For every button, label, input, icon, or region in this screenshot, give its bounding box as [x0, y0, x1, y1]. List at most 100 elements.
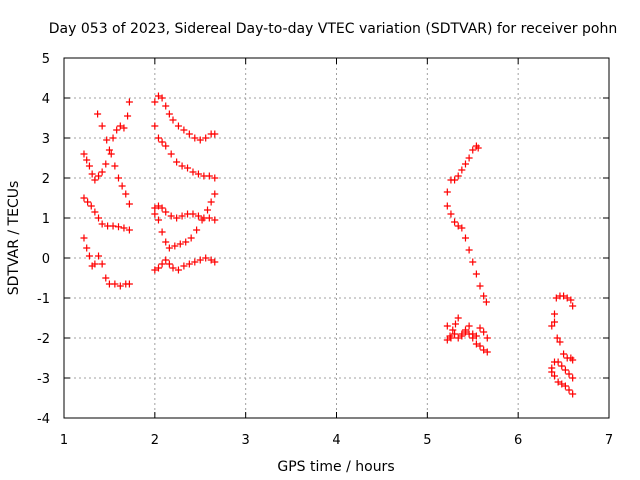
y-tick-label: 3: [42, 132, 50, 147]
data-point-marker: [122, 191, 129, 198]
data-point-marker: [477, 283, 484, 290]
data-point-marker: [444, 323, 451, 330]
data-point-marker: [124, 113, 131, 120]
data-point-marker: [110, 223, 117, 230]
data-point-marker: [173, 159, 180, 166]
data-point-marker: [151, 99, 158, 106]
data-point-marker: [151, 123, 158, 130]
data-point-marker: [162, 103, 169, 110]
series-14: [548, 293, 576, 330]
data-point-marker: [162, 209, 169, 216]
data-point-marker: [569, 303, 576, 310]
data-point-marker: [466, 247, 473, 254]
data-point-marker: [155, 135, 162, 142]
grid-lines: [64, 58, 609, 418]
data-point-marker: [458, 167, 465, 174]
series-5: [151, 93, 218, 144]
data-point-marker: [102, 161, 109, 168]
y-tick-label: 2: [42, 172, 50, 187]
data-point-marker: [166, 261, 173, 268]
data-point-marker: [562, 367, 569, 374]
data-point-marker: [115, 175, 122, 182]
data-point-marker: [204, 207, 211, 214]
data-point-marker: [466, 323, 473, 330]
data-point-marker: [466, 155, 473, 162]
data-point-marker: [569, 375, 576, 382]
data-point-marker: [480, 293, 487, 300]
data-point-marker: [89, 171, 96, 178]
data-point-marker: [462, 161, 469, 168]
data-point-marker: [451, 219, 458, 226]
y-tick-label: -3: [37, 372, 50, 387]
data-point-marker: [451, 177, 458, 184]
data-point-marker: [186, 131, 193, 138]
data-point-marker: [566, 387, 573, 394]
data-point-marker: [566, 371, 573, 378]
data-point-marker: [469, 259, 476, 266]
data-point-marker: [208, 199, 215, 206]
data-point-marker: [159, 139, 166, 146]
x-tick-label: 5: [423, 433, 431, 448]
data-point-marker: [80, 195, 87, 202]
data-point-marker: [159, 229, 166, 236]
data-point-marker: [106, 147, 113, 154]
data-point-marker: [86, 253, 93, 260]
data-point-marker: [558, 363, 565, 370]
y-tick-label: 0: [42, 252, 50, 267]
data-point-marker: [91, 209, 98, 216]
data-point-marker: [444, 203, 451, 210]
x-axis-label: GPS time / hours: [277, 459, 394, 475]
y-tick-label: -2: [37, 332, 50, 347]
series-4: [80, 235, 132, 290]
data-point-marker: [180, 127, 187, 134]
series-6: [151, 123, 218, 182]
data-point-marker: [159, 261, 166, 268]
data-point-marker: [168, 151, 175, 158]
data-point-marker: [551, 311, 558, 318]
data-point-marker: [449, 327, 456, 334]
x-tick-label: 6: [514, 433, 522, 448]
x-tick-label: 1: [60, 433, 68, 448]
data-point-marker: [113, 127, 120, 134]
data-point-marker: [126, 281, 133, 288]
series-17: [548, 369, 576, 398]
data-point-marker: [211, 191, 218, 198]
data-point-marker: [480, 329, 487, 336]
y-tick-label: -1: [37, 292, 50, 307]
y-tick-label: 5: [42, 52, 50, 67]
data-point-marker: [99, 123, 106, 130]
data-point-marker: [95, 215, 102, 222]
series-16: [548, 359, 576, 382]
data-point-marker: [473, 271, 480, 278]
x-tick-label: 3: [242, 433, 250, 448]
data-point-marker: [555, 359, 562, 366]
data-point-marker: [211, 131, 218, 138]
data-point-marker: [477, 325, 484, 332]
data-point-marker: [455, 315, 462, 322]
x-tick-label: 4: [332, 433, 340, 448]
data-point-marker: [444, 189, 451, 196]
series-9: [151, 255, 218, 274]
data-point-marker: [80, 235, 87, 242]
data-point-marker: [560, 351, 567, 358]
series-15: [551, 319, 576, 364]
data-point-marker: [108, 151, 115, 158]
data-point-marker: [126, 99, 133, 106]
y-axis-label: SDTVAR / TECUs: [6, 181, 22, 296]
series-10: [444, 143, 482, 196]
data-point-marker: [83, 157, 90, 164]
data-point-marker: [162, 257, 169, 264]
data-point-marker: [83, 245, 90, 252]
data-point-marker: [119, 183, 126, 190]
x-tick-label: 7: [605, 433, 613, 448]
data-point-marker: [462, 235, 469, 242]
data-point-marker: [170, 117, 177, 124]
data-point-marker: [86, 163, 93, 170]
data-point-marker: [447, 211, 454, 218]
data-point-marker: [99, 169, 106, 176]
series-2: [94, 111, 133, 208]
data-point-marker: [193, 227, 200, 234]
data-point-marker: [452, 321, 459, 328]
data-point-marker: [483, 299, 490, 306]
data-point-marker: [151, 211, 158, 218]
